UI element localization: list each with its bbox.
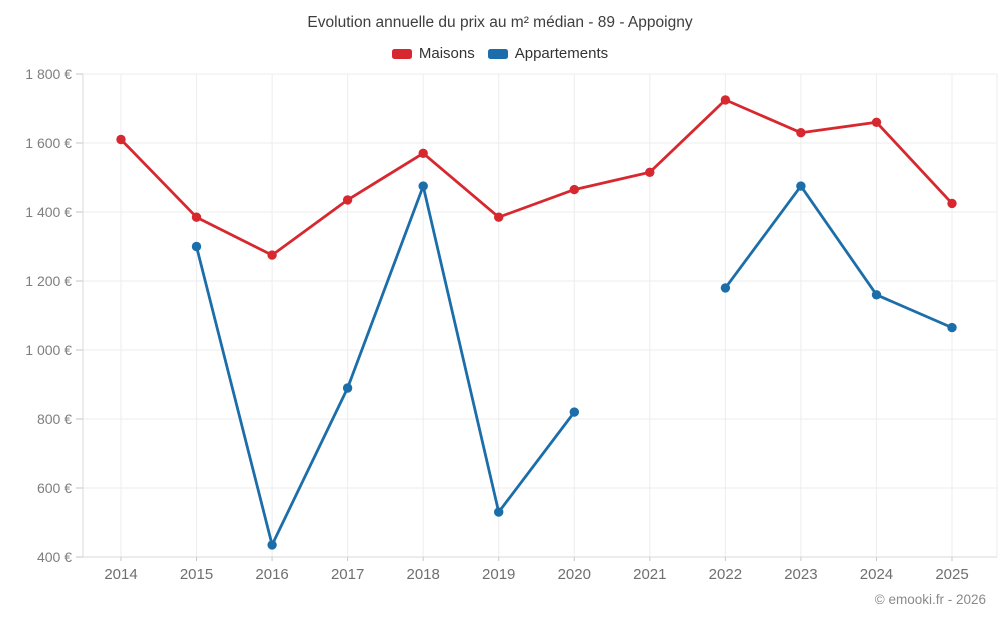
data-point-maisons-2016[interactable] <box>267 250 277 260</box>
legend-swatch-appartements <box>487 48 508 59</box>
data-point-appartements-2023[interactable] <box>796 181 806 191</box>
y-axis-label: 1 400 € <box>25 204 72 220</box>
data-point-maisons-2019[interactable] <box>494 212 504 222</box>
data-point-maisons-2014[interactable] <box>116 134 126 145</box>
data-point-appartements-2024[interactable] <box>871 290 882 300</box>
data-point-maisons-2025[interactable] <box>947 198 957 209</box>
data-point-maisons-2018[interactable] <box>418 148 428 158</box>
data-point-appartements-2019[interactable] <box>494 507 504 517</box>
data-point-appartements-2022[interactable] <box>720 283 731 293</box>
legend-item-maisons[interactable]: Maisons <box>391 45 475 62</box>
data-point-appartements-2025[interactable] <box>947 322 957 333</box>
copyright-footer: © emooki.fr - 2026 <box>874 592 986 607</box>
y-axis-label: 1 800 € <box>25 66 72 82</box>
data-point-appartements-2020[interactable] <box>569 407 579 417</box>
x-axis-label: 2015 <box>180 566 213 583</box>
data-point-appartements-2016[interactable] <box>267 540 277 550</box>
x-axis-label: 2016 <box>255 566 288 583</box>
data-point-appartements-2018[interactable] <box>418 181 428 191</box>
x-axis-label: 2019 <box>482 566 515 583</box>
data-point-maisons-2023[interactable] <box>796 128 806 138</box>
data-point-maisons-2020[interactable] <box>569 184 579 195</box>
data-point-maisons-2022[interactable] <box>720 95 731 105</box>
y-axis-label: 800 € <box>37 411 72 427</box>
legend-label: Maisons <box>418 45 475 62</box>
data-point-maisons-2015[interactable] <box>191 212 202 222</box>
series-line-maisons <box>119 98 954 257</box>
x-axis-label: 2018 <box>406 566 439 583</box>
x-axis-label: 2024 <box>860 566 893 583</box>
y-axis-label: 1 600 € <box>25 135 72 151</box>
data-point-appartements-2017[interactable] <box>342 383 353 393</box>
x-axis-label: 2020 <box>558 566 591 583</box>
series-line-appartements <box>195 184 954 547</box>
legend-swatch-maisons <box>391 48 412 59</box>
x-axis-label: 2014 <box>104 566 137 583</box>
legend-label: Appartements <box>514 45 609 62</box>
data-point-maisons-2017[interactable] <box>342 195 353 205</box>
x-axis-label: 2017 <box>331 566 364 583</box>
legend-item-appartements[interactable]: Appartements <box>487 45 609 62</box>
legend: Maisons Appartements <box>0 45 1000 62</box>
x-axis-label: 2025 <box>935 566 968 583</box>
y-axis-label: 400 € <box>37 549 72 565</box>
x-axis-label: 2022 <box>709 566 742 583</box>
x-axis-label: 2023 <box>784 566 817 583</box>
y-axis-label: 1 200 € <box>25 273 72 289</box>
data-point-maisons-2021[interactable] <box>645 167 655 177</box>
x-axis-label: 2021 <box>633 566 666 583</box>
data-point-maisons-2024[interactable] <box>871 117 882 128</box>
y-axis-label: 600 € <box>37 480 72 496</box>
chart-title: Evolution annuelle du prix au m² médian … <box>307 14 693 31</box>
y-axis-label: 1 000 € <box>25 342 72 358</box>
data-point-appartements-2015[interactable] <box>191 241 202 252</box>
